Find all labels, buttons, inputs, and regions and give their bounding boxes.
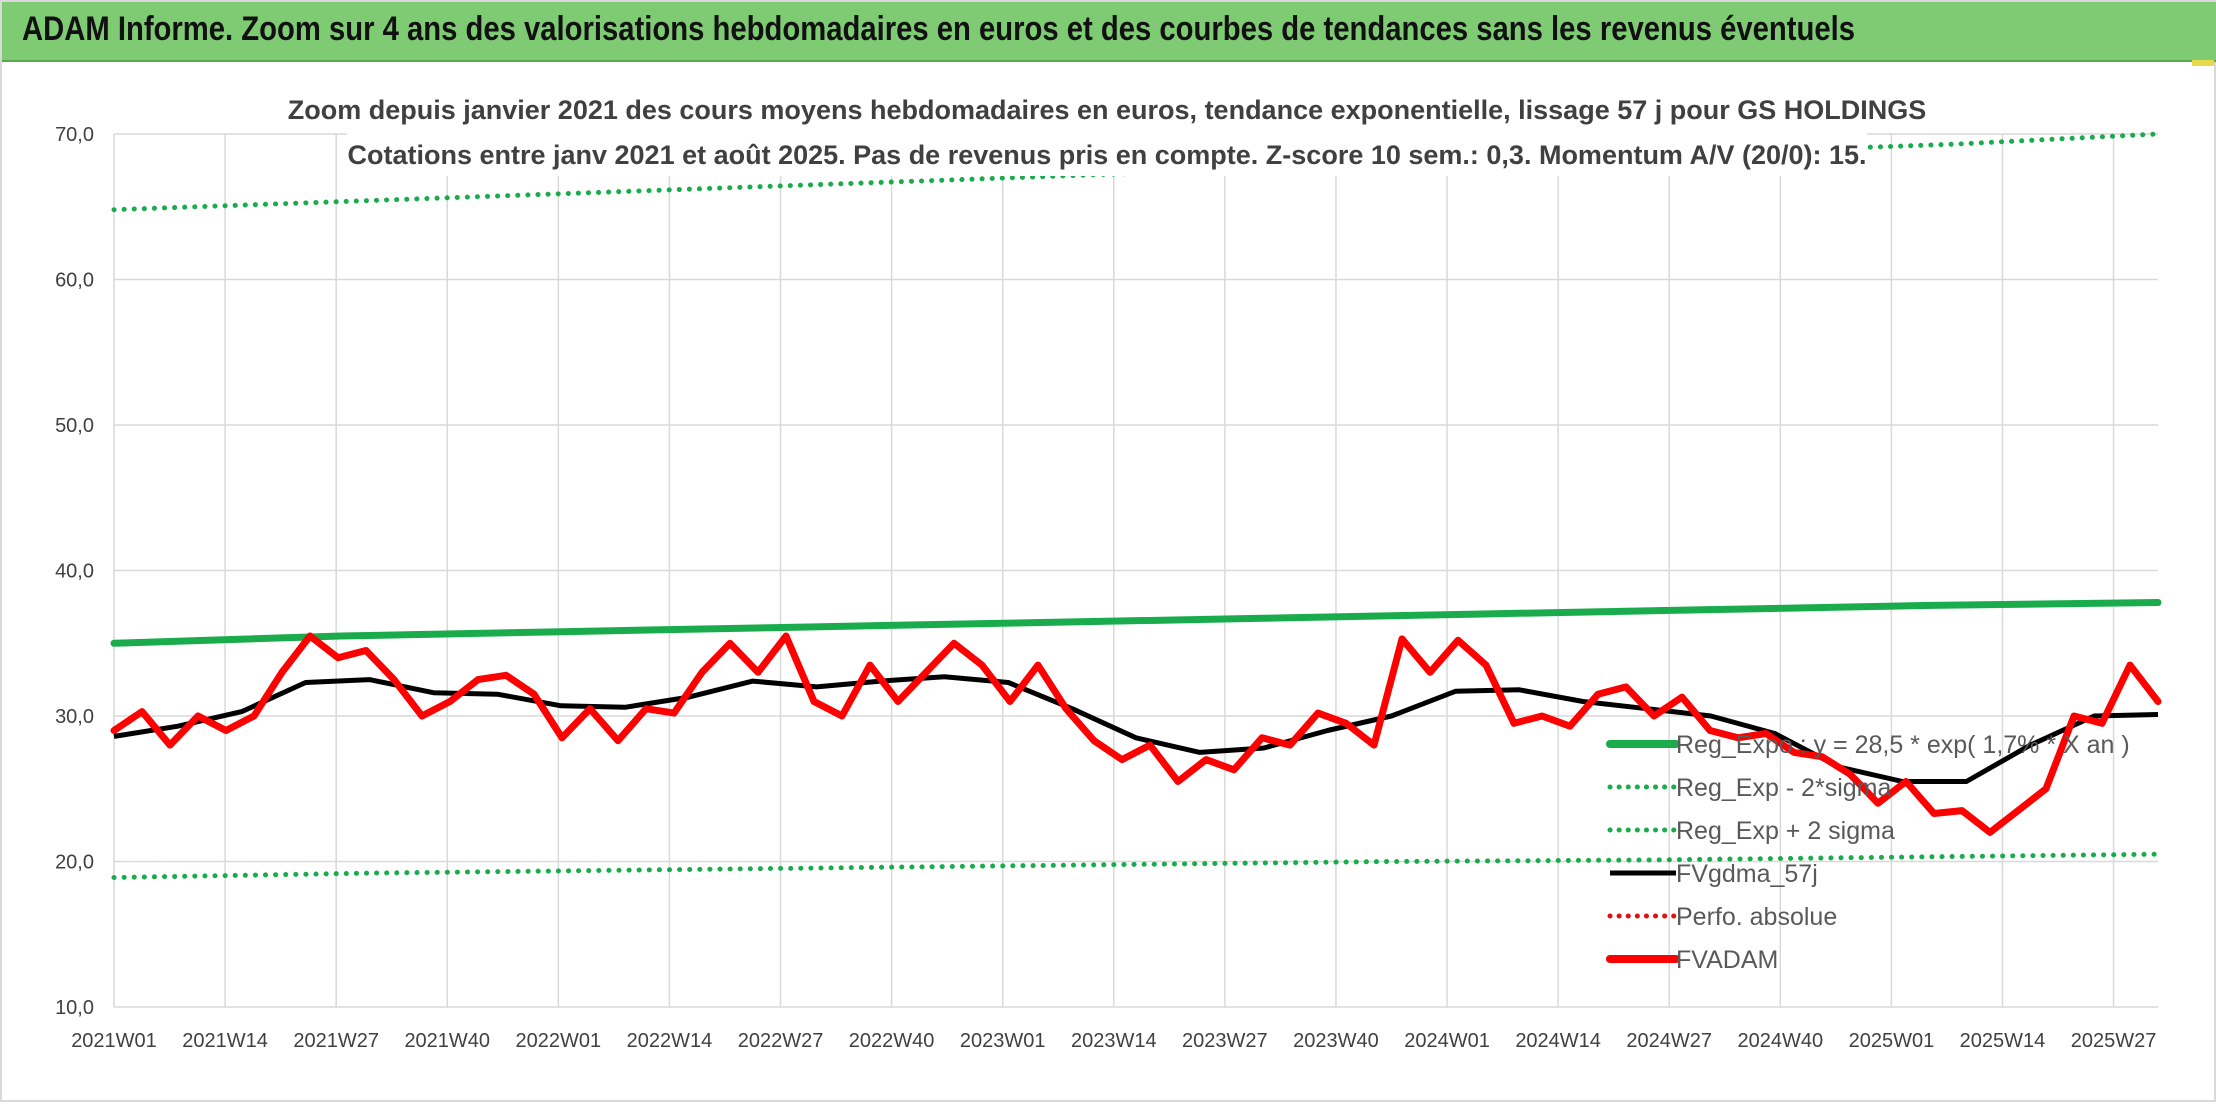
y-tick-label: 20,0 xyxy=(55,852,94,874)
legend-label: Reg_Exp + 2 sigma xyxy=(1676,817,1895,845)
axis-labels: 10,0 20,0 30,0 40,0 50,0 60,0 70,0 2021W01 2021W… xyxy=(55,124,2156,1052)
x-tick-label: 2021W40 xyxy=(404,1030,490,1052)
x-tick-label: 2025W14 xyxy=(1960,1030,2046,1052)
y-tick-label: 30,0 xyxy=(55,706,94,728)
header-accent xyxy=(2192,60,2214,66)
x-tick-label: 2021W14 xyxy=(182,1030,268,1052)
grid-lines xyxy=(113,133,2158,1008)
chart-title-line-2: Cotations entre janv 2021 et août 2025. … xyxy=(347,140,1866,170)
x-tick-label: 2021W01 xyxy=(71,1030,157,1052)
legend: Reg_Expo : y = 28,5 * exp( 1,7% * X an )… xyxy=(1606,731,2130,974)
page-title: ADAM Informe. Zoom sur 4 ans des valoris… xyxy=(22,10,1855,48)
y-tick-label: 40,0 xyxy=(55,561,94,583)
series-line-1 xyxy=(111,851,2161,880)
header-bar: ADAM Informe. Zoom sur 4 ans des valoris… xyxy=(2,2,2216,62)
x-tick-label: 2024W27 xyxy=(1626,1030,1712,1052)
series-line-5 xyxy=(110,632,2162,836)
y-tick-label: 70,0 xyxy=(55,124,94,146)
chart-title-line-1: Zoom depuis janvier 2021 des cours moyen… xyxy=(288,95,1927,125)
x-tick-label: 2024W40 xyxy=(1737,1030,1823,1052)
series-line-3 xyxy=(113,674,2159,784)
x-tick-label: 2025W27 xyxy=(2071,1030,2157,1052)
x-tick-label: 2025W01 xyxy=(1849,1030,1935,1052)
x-tick-label: 2022W27 xyxy=(738,1030,824,1052)
y-tick-label: 10,0 xyxy=(55,997,94,1019)
x-tick-label: 2024W01 xyxy=(1404,1030,1490,1052)
x-tick-label: 2023W40 xyxy=(1293,1030,1379,1052)
legend-label: Reg_Expo : y = 28,5 * exp( 1,7% * X an ) xyxy=(1676,731,2130,759)
x-tick-label: 2022W40 xyxy=(849,1030,935,1052)
legend-label: FVgdma_57j xyxy=(1676,860,1818,888)
legend-label: FVADAM xyxy=(1676,946,1778,974)
series-line-0 xyxy=(110,599,2162,647)
y-tick-label: 60,0 xyxy=(55,270,94,292)
x-tick-label: 2021W27 xyxy=(293,1030,379,1052)
x-tick-label: 2024W14 xyxy=(1515,1030,1601,1052)
x-tick-label: 2023W27 xyxy=(1182,1030,1268,1052)
series-layer xyxy=(110,131,2162,880)
x-tick-label: 2023W01 xyxy=(960,1030,1046,1052)
y-tick-label: 50,0 xyxy=(55,415,94,437)
x-tick-label: 2022W01 xyxy=(516,1030,602,1052)
x-tick-label: 2023W14 xyxy=(1071,1030,1157,1052)
x-tick-label: 2022W14 xyxy=(627,1030,713,1052)
legend-label: Perfo. absolue xyxy=(1676,903,1837,931)
title-background xyxy=(347,84,1867,176)
legend-label: Reg_Exp - 2*sigma xyxy=(1676,774,1891,802)
